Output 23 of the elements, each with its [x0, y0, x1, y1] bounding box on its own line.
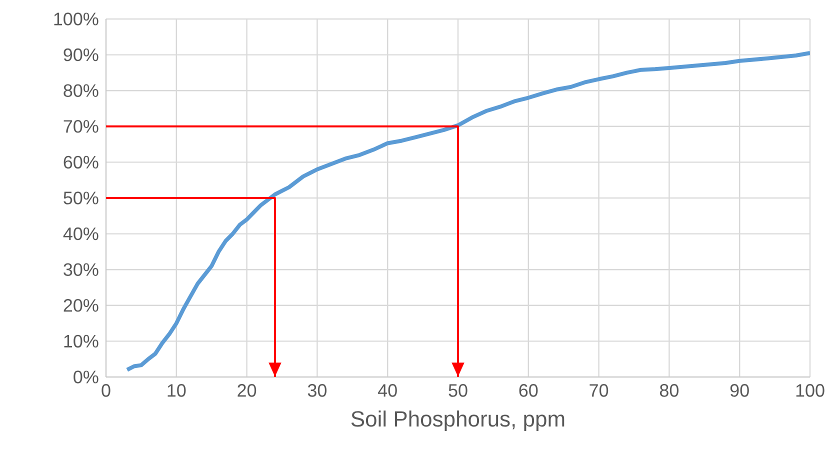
x-tick-label: 10	[168, 384, 186, 397]
y-tick-label: 60%	[64, 156, 98, 169]
x-tick-label: 60	[519, 384, 538, 397]
y-tick-label: 80%	[64, 84, 98, 97]
y-tick-label: 90%	[64, 48, 98, 62]
y-tick-label: 70%	[64, 120, 98, 133]
x-tick-label: 30	[308, 384, 327, 397]
x-tick-label: 70	[590, 384, 608, 397]
y-tick-label: 40%	[63, 227, 98, 240]
y-tick-label: 0%	[74, 370, 98, 384]
x-tick-label: 20	[238, 384, 256, 397]
x-tick-label: 90	[730, 384, 749, 397]
x-tick-label: 80	[660, 384, 679, 397]
y-tick-label: 50%	[64, 192, 98, 204]
x-tick-label: 40	[378, 384, 397, 397]
x-tick-label: 50	[448, 384, 468, 397]
y-tick-label: 100%	[54, 12, 98, 26]
x-axis-title: Soil Phosphorus, ppm	[351, 410, 564, 432]
x-tick-label: 100	[796, 384, 824, 397]
y-tick-label: 20%	[64, 299, 98, 312]
x-tick-label: 0	[102, 384, 110, 397]
y-tick-label: 30%	[64, 263, 98, 276]
y-tick-label: 10%	[64, 334, 98, 348]
